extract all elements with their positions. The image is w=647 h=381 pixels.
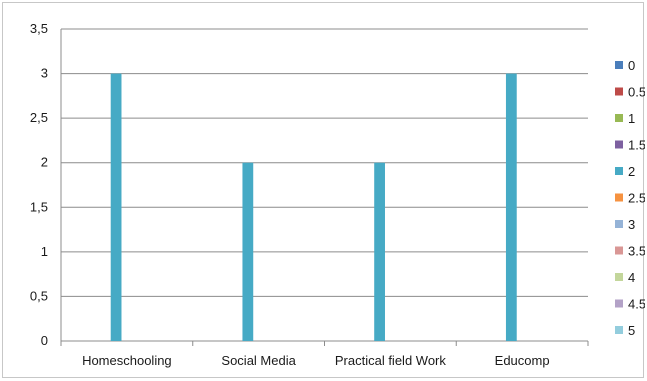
legend-label: 4.5 bbox=[628, 297, 645, 312]
y-tick-label: 1 bbox=[41, 244, 48, 259]
legend-label: 3.5 bbox=[628, 244, 645, 259]
bar-practical-field-work bbox=[374, 162, 385, 341]
legend-label: 3 bbox=[628, 217, 635, 232]
legend-label: 2.5 bbox=[628, 191, 645, 206]
legend-swatch bbox=[615, 326, 623, 334]
bar-chart: 0 0,5 1 1,5 2 2,5 3 3,5 Homeschooling Social Medi… bbox=[30, 21, 645, 368]
y-tick-label: 0 bbox=[41, 333, 48, 348]
y-tick-label: 3,5 bbox=[30, 21, 48, 36]
legend-swatch bbox=[615, 167, 623, 175]
legend-label: 5 bbox=[628, 323, 635, 338]
legend-swatch bbox=[615, 299, 623, 308]
legend-label: 4 bbox=[628, 270, 635, 285]
y-tick-label: 0,5 bbox=[30, 288, 48, 303]
x-tick-label: Homeschooling bbox=[82, 353, 172, 368]
y-tick-label: 3 bbox=[41, 66, 48, 81]
x-tick-label: Practical field Work bbox=[335, 353, 447, 368]
legend-swatch bbox=[615, 87, 623, 96]
bar-educomp bbox=[505, 73, 517, 342]
y-tick-label: 2 bbox=[41, 155, 48, 170]
legend-swatch bbox=[615, 273, 623, 281]
legend-label: 0 bbox=[628, 58, 635, 73]
x-tick-label: Social Media bbox=[221, 353, 296, 368]
x-tick-label: Educomp bbox=[495, 353, 550, 368]
legend-label: 2 bbox=[628, 164, 635, 179]
legend-label: 1 bbox=[628, 111, 635, 126]
y-tick-label: 2,5 bbox=[30, 110, 48, 125]
legend-swatch bbox=[615, 61, 623, 69]
legend-swatch bbox=[615, 114, 623, 122]
y-tick-label: 1,5 bbox=[30, 199, 48, 214]
legend-swatch bbox=[615, 246, 623, 255]
legend-swatch bbox=[615, 193, 623, 202]
bar-social-media bbox=[242, 162, 254, 341]
legend-label: 0.5 bbox=[628, 85, 645, 100]
legend-swatch bbox=[615, 140, 623, 149]
bar-homeschooling bbox=[110, 73, 122, 342]
legend-label: 1.5 bbox=[628, 138, 645, 153]
legend-swatch bbox=[615, 220, 623, 228]
